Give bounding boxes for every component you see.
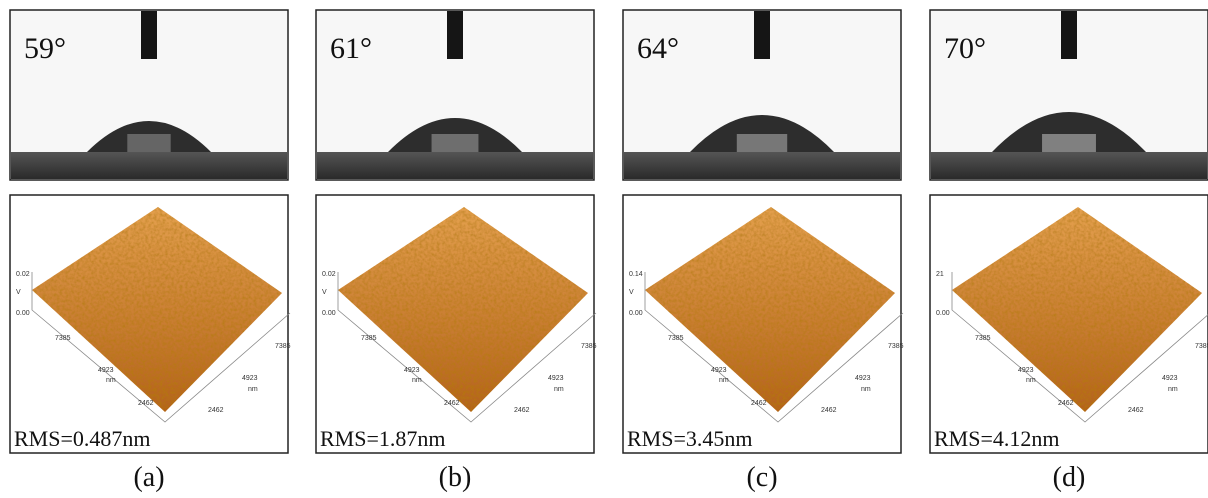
right-axis-tick: 4923 xyxy=(1162,375,1178,382)
z-unit: V xyxy=(629,289,634,296)
droplet-highlight xyxy=(127,134,170,152)
right-axis-tick: 2462 xyxy=(514,407,530,414)
substrate xyxy=(11,152,287,179)
needle xyxy=(447,11,463,59)
z-max-label: 0.02 xyxy=(322,271,336,278)
substrate xyxy=(931,152,1207,179)
z-unit: V xyxy=(322,289,327,296)
left-axis-unit: nm xyxy=(719,377,729,384)
right-axis-tick: 4923 xyxy=(548,375,564,382)
left-axis-tick: 2462 xyxy=(751,400,767,407)
right-axis-unit: nm xyxy=(554,386,564,393)
left-axis-tick: 2462 xyxy=(1058,400,1074,407)
z-max-label: 21 xyxy=(936,271,944,278)
panel-label: (d) xyxy=(1053,462,1086,493)
droplet-highlight xyxy=(432,134,479,152)
left-axis-tick: 7385 xyxy=(361,335,377,342)
left-axis-tick: 7385 xyxy=(975,335,991,342)
left-axis-unit: nm xyxy=(106,377,116,384)
substrate xyxy=(624,152,900,179)
needle xyxy=(754,11,770,59)
right-axis-unit: nm xyxy=(861,386,871,393)
right-axis-tick: 7385 xyxy=(581,343,597,350)
panel-label: (c) xyxy=(746,462,777,493)
panel-label: (b) xyxy=(439,462,472,493)
contact-angle: 61° xyxy=(330,32,372,65)
rms-value: RMS=0.487nm xyxy=(14,426,151,451)
left-axis-unit: nm xyxy=(1026,377,1036,384)
left-axis-tick: 4923 xyxy=(1018,367,1034,374)
rms-value: RMS=3.45nm xyxy=(627,426,753,451)
z-unit: V xyxy=(16,289,21,296)
needle xyxy=(1061,11,1077,59)
z-max-label: 0.02 xyxy=(16,271,30,278)
z-min-label: 0.00 xyxy=(936,310,950,317)
z-min-label: 0.00 xyxy=(322,310,336,317)
droplet-highlight xyxy=(1042,134,1096,152)
right-axis-tick: 4923 xyxy=(855,375,871,382)
rms-value: RMS=4.12nm xyxy=(934,426,1060,451)
z-min-label: 0.00 xyxy=(16,310,30,317)
right-axis-tick: 2462 xyxy=(208,407,224,414)
right-axis-tick: 7385 xyxy=(275,343,291,350)
z-max-label: 0.14 xyxy=(629,271,643,278)
left-axis-tick: 4923 xyxy=(404,367,420,374)
z-min-label: 0.00 xyxy=(629,310,643,317)
needle xyxy=(141,11,157,59)
right-axis-tick: 2462 xyxy=(821,407,837,414)
right-axis-tick: 2462 xyxy=(1128,407,1144,414)
left-axis-tick: 7385 xyxy=(668,335,684,342)
rms-value: RMS=1.87nm xyxy=(320,426,446,451)
contact-angle: 70° xyxy=(944,32,986,65)
figure: 59° 0.02 V 0.00 7385 4923 2462 nm 7385 4923 2462 nm… xyxy=(0,0,1208,498)
left-axis-tick: 2462 xyxy=(138,400,154,407)
right-axis-unit: nm xyxy=(248,386,258,393)
left-axis-tick: 4923 xyxy=(711,367,727,374)
contact-angle: 59° xyxy=(24,32,66,65)
right-axis-tick: 4923 xyxy=(242,375,258,382)
left-axis-tick: 2462 xyxy=(444,400,460,407)
right-axis-tick: 7385 xyxy=(1195,343,1208,350)
right-axis-tick: 7385 xyxy=(888,343,904,350)
right-axis-unit: nm xyxy=(1168,386,1178,393)
left-axis-unit: nm xyxy=(412,377,422,384)
contact-angle: 64° xyxy=(637,32,679,65)
droplet-highlight xyxy=(737,134,787,152)
substrate xyxy=(317,152,593,179)
left-axis-tick: 7385 xyxy=(55,335,71,342)
left-axis-tick: 4923 xyxy=(98,367,114,374)
panel-label: (a) xyxy=(133,462,164,493)
